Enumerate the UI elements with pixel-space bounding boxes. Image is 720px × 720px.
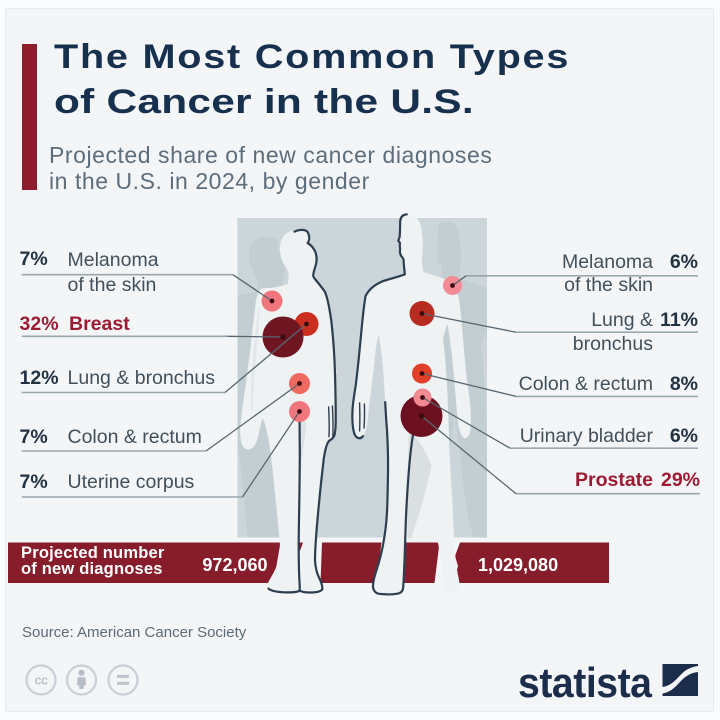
svg-text:cc: cc	[35, 674, 48, 688]
